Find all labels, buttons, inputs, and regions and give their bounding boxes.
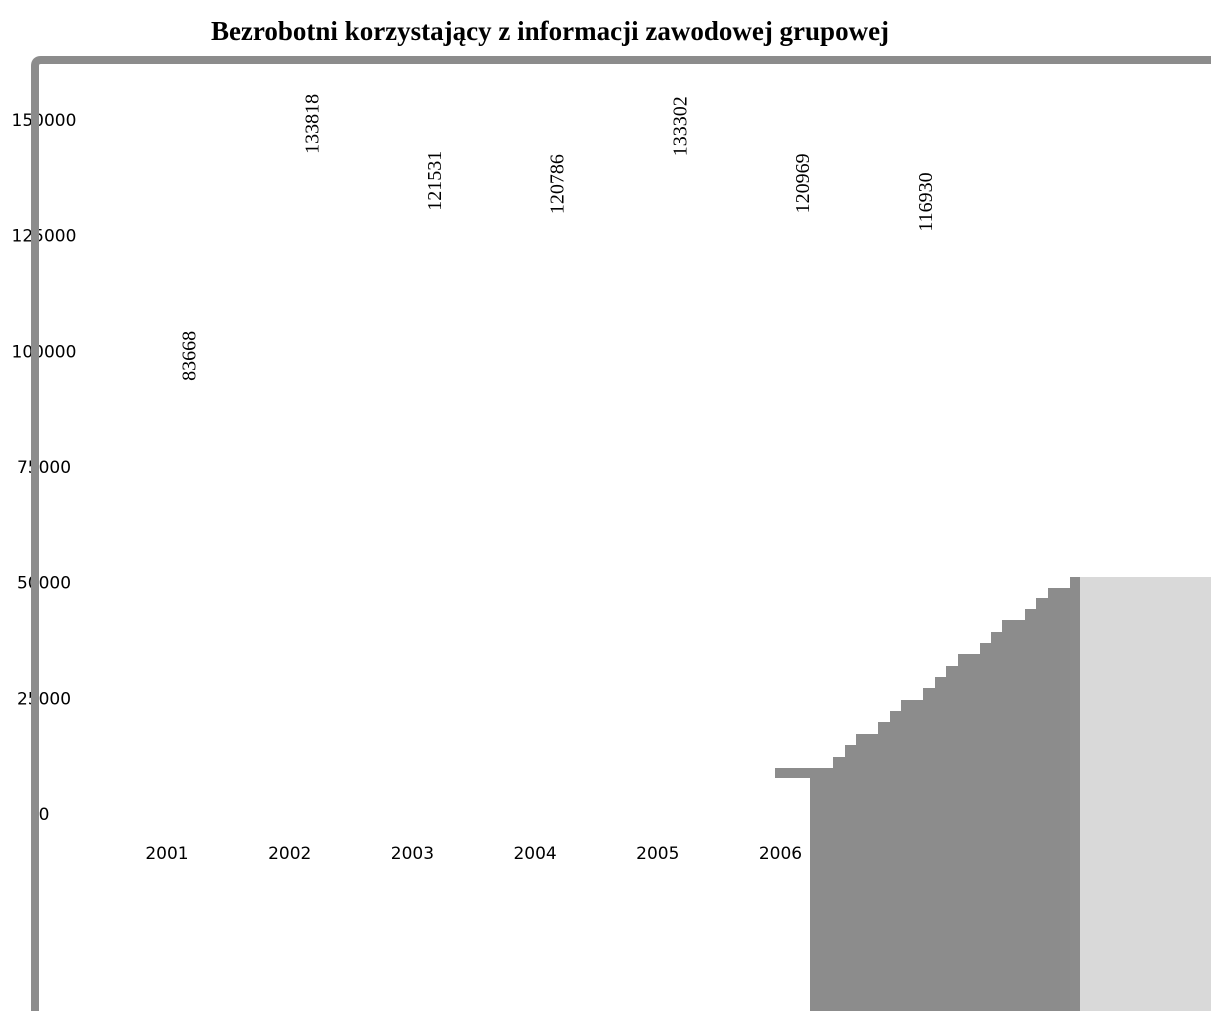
- y-tick-label: 150000: [12, 111, 77, 131]
- y-tick-label: 50000: [17, 574, 71, 594]
- chart-title: Bezrobotni korzystający z informacji zaw…: [211, 16, 889, 46]
- y-tick-label: 75000: [17, 458, 71, 478]
- plot-frame: [31, 56, 1211, 1011]
- x-tick-label: 2003: [391, 844, 434, 864]
- y-tick-label: 125000: [12, 227, 77, 247]
- y-tick-label: 0: [39, 805, 50, 825]
- bar: [382, 253, 442, 815]
- x-tick-label: 2006: [759, 844, 802, 864]
- x-tick-label: 2002: [268, 844, 311, 864]
- bar: [628, 198, 688, 815]
- x-tick-label: 2005: [636, 844, 679, 864]
- x-tick-label: 2004: [513, 844, 556, 864]
- data-label: 120786: [547, 154, 569, 214]
- data-label: 133302: [669, 96, 691, 156]
- artifact: [1080, 577, 1211, 1011]
- artifact: [775, 768, 810, 778]
- y-tick-label: 25000: [17, 689, 71, 709]
- data-label: 83668: [179, 331, 201, 381]
- plot: 2001 83668 2002 133818 2003 121531 2004 120786 2…: [137, 94, 937, 864]
- bar: [751, 255, 811, 815]
- data-label: 120969: [792, 153, 814, 213]
- bar: [505, 256, 565, 815]
- bar: [137, 428, 197, 815]
- data-label: 133818: [301, 94, 323, 154]
- x-tick-label: 2001: [145, 844, 188, 864]
- bar: [260, 196, 320, 815]
- data-label: 116930: [915, 172, 937, 231]
- data-label: 121531: [424, 151, 446, 211]
- y-tick-label: 100000: [12, 342, 77, 362]
- artifact: [810, 577, 1080, 1011]
- y-axis: 0 25000 50000 75000 100000 125000 150000: [12, 111, 77, 825]
